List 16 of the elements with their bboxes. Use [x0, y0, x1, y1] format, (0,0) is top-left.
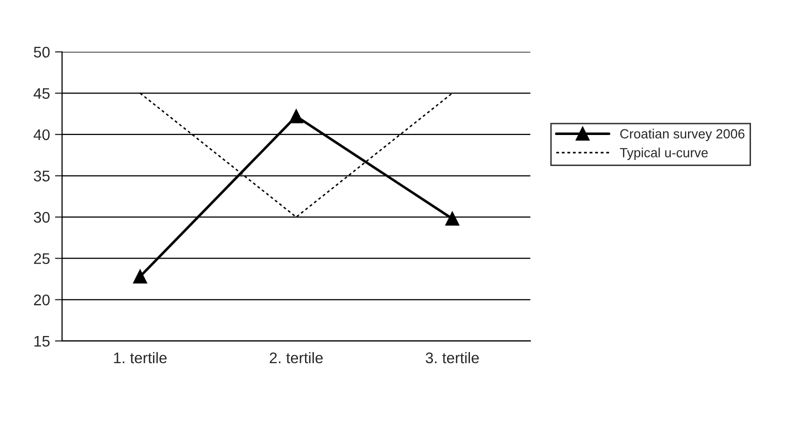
y-tick-label: 30 — [34, 212, 50, 223]
x-tick-label: 1. tertile — [114, 352, 167, 364]
y-tick-label: 40 — [34, 129, 50, 140]
legend-label: Croatian survey 2006 — [620, 128, 744, 142]
y-tick-label: 15 — [34, 336, 50, 347]
y-tick-label: 20 — [34, 294, 50, 306]
x-tick-label: 3. tertile — [426, 352, 479, 364]
point — [289, 109, 304, 124]
y-tick-label: 25 — [34, 253, 50, 264]
y-tick-label: 35 — [34, 170, 50, 182]
y-tick-label: 45 — [34, 88, 50, 99]
point — [133, 270, 148, 284]
point — [445, 212, 460, 226]
x-tick-label: 2. tertile — [270, 352, 323, 364]
y-tick-label: 50 — [34, 46, 50, 58]
legend-label: Typical u-curve — [620, 148, 708, 160]
